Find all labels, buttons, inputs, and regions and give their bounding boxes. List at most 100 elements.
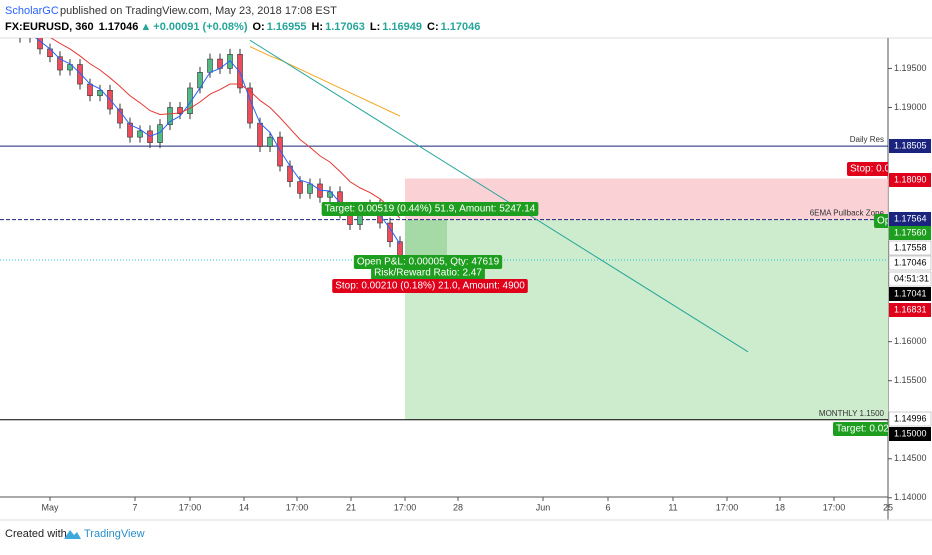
- price-tag: 1.16831: [889, 303, 931, 317]
- symbol-o: 1.16955: [267, 21, 307, 33]
- x-tick-label: 17:00: [179, 502, 202, 512]
- target-label-bg: [321, 202, 539, 216]
- level-label: 6EMA Pullback Zone: [810, 209, 885, 218]
- candle-body: [28, 33, 33, 37]
- y-tick-label: 1.14500: [894, 453, 927, 463]
- open-tag-bg: [874, 214, 888, 228]
- price-tag-text: 1.15000: [894, 428, 927, 438]
- pnl-label: Open P&L: 0.00005, Qty: 47619: [353, 255, 503, 269]
- y-tick-label: 1.15500: [894, 375, 927, 385]
- symbol-o-label: O:: [252, 21, 264, 33]
- candle-body: [127, 122, 133, 138]
- price-tag-bg: [888, 271, 932, 287]
- price-tag: 1.17558: [888, 240, 932, 256]
- rr-label-bg: [371, 266, 485, 280]
- price-tag: 1.17041: [889, 287, 931, 301]
- open-tag: Op: [874, 214, 888, 228]
- level-label: MONTHLY 1.1500: [819, 409, 885, 418]
- footer-brand: TradingView: [84, 528, 145, 540]
- symbol-line: FX:EURUSD, 360 1.17046 ▲ +0.00091 (+0.08%) O…: [5, 21, 480, 33]
- candle-body: [77, 64, 83, 85]
- x-tick-label: 17:00: [394, 502, 417, 512]
- stop-tag: Stop: 0.0: [847, 162, 888, 176]
- x-tick-label: 17:00: [286, 502, 309, 512]
- pnl-zone: [405, 219, 447, 261]
- plot: Daily Res 6EMA Pullback Zone MONTHLY 1.150…: [0, 33, 889, 436]
- price-tag: 1.14996: [888, 411, 932, 427]
- y-tick-label: 1.16000: [894, 336, 927, 346]
- price-tag-bg: [889, 173, 931, 187]
- symbol-change: +0.00091 (+0.08%): [153, 21, 248, 33]
- x-tick-label: 18: [775, 502, 785, 512]
- symbol-last: 1.17046: [99, 21, 139, 33]
- price-tag: 1.18090: [889, 173, 931, 187]
- symbol-l-label: L:: [370, 21, 380, 33]
- candle-body: [67, 64, 73, 71]
- target-zone: [405, 219, 888, 421]
- symbol-symbol: FX:EURUSD, 360: [5, 21, 94, 33]
- price-tag-bg: [889, 287, 931, 301]
- target-tag-text: Target: 0.02: [836, 424, 889, 435]
- candle-body: [97, 90, 103, 97]
- indicator-line: [249, 46, 401, 117]
- candle-body: [297, 181, 303, 194]
- price-tag-text: 1.17558: [894, 242, 927, 252]
- pnl-label-bg: [353, 255, 503, 269]
- price-tag-text: 1.17560: [894, 227, 927, 237]
- x-tick-label: 17:00: [716, 502, 739, 512]
- x-tick-label: Jun: [536, 502, 551, 512]
- candle-body: [177, 107, 183, 115]
- candle-body: [187, 87, 193, 115]
- x-tick-label: 25: [883, 502, 893, 512]
- price-tag: 1.17560: [889, 226, 931, 240]
- price-tag-text: 1.14996: [894, 413, 927, 423]
- trendline: [249, 39, 749, 353]
- price-tag: 04:51:31: [888, 271, 932, 287]
- price-tag-text: 1.17046: [894, 257, 927, 267]
- stop-label-bg: [332, 279, 528, 293]
- price-tag-bg: [889, 139, 931, 153]
- published: published on TradingView.com, May 23, 20…: [60, 5, 337, 17]
- candle-body: [277, 136, 283, 167]
- x-tick-label: 17:00: [823, 502, 846, 512]
- price-tag-bg: [889, 427, 931, 441]
- x-tick-label: 11: [668, 502, 677, 512]
- price-tag-bg: [889, 226, 931, 240]
- candle-body: [87, 83, 93, 97]
- candle-body: [167, 107, 173, 125]
- target-tag: Target: 0.02: [833, 422, 889, 436]
- stop-label: Stop: 0.00210 (0.18%) 21.0, Amount: 4900: [332, 279, 528, 293]
- candle-body: [37, 38, 43, 50]
- price-tag: 1.17046: [888, 255, 932, 271]
- target-label-text: Target: 0.00519 (0.44%) 51.9, Amount: 52…: [325, 204, 536, 215]
- price-tag-text: 1.18505: [894, 140, 927, 150]
- symbol-arrow: ▲: [140, 21, 151, 33]
- rr-label: Risk/Reward Ratio: 2.47: [371, 266, 485, 280]
- x-tick-label: 28: [453, 502, 463, 512]
- indicator-line: [35, 38, 401, 245]
- symbol-c: 1.17046: [441, 21, 481, 33]
- price-tag: 1.18505: [889, 139, 931, 153]
- price-tag-bg: [888, 411, 932, 427]
- stop-label-text: Stop: 0.00210 (0.18%) 21.0, Amount: 4900: [335, 281, 525, 292]
- price-tag-text: 1.17041: [894, 288, 927, 298]
- candle-body: [207, 58, 213, 73]
- indicator-line: [50, 38, 401, 219]
- price-tag-bg: [888, 240, 932, 256]
- price-tag: 1.17564: [889, 212, 931, 226]
- level-label: Daily Res: [850, 135, 884, 144]
- candle-body: [117, 108, 123, 124]
- candle-body: [257, 122, 263, 147]
- y-tick-label: 1.19000: [894, 102, 927, 112]
- stop-tag-bg: [847, 162, 888, 176]
- y-tick-label: 1.14000: [894, 492, 927, 502]
- x-tick-label: 21: [346, 502, 356, 512]
- candle-body: [307, 183, 313, 194]
- price-tag: 1.15000: [889, 427, 931, 441]
- price-tag-bg: [889, 303, 931, 317]
- x-tick-label: 14: [239, 502, 249, 512]
- x-tick-label: 6: [605, 502, 610, 512]
- price-tag-text: 1.16831: [894, 304, 927, 314]
- price-tag-bg: [889, 212, 931, 226]
- price-tag-text: 1.17564: [894, 213, 927, 223]
